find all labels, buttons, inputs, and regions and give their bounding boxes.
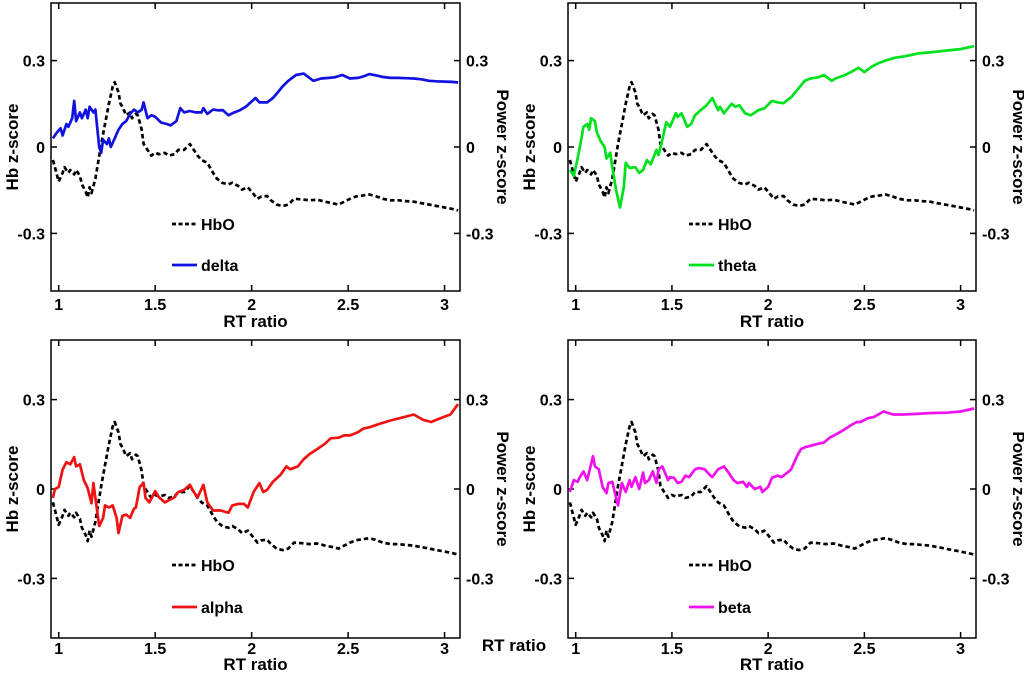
y-tick-label-right: 0.3: [982, 393, 1004, 410]
legend-label-hbo: HbO: [718, 558, 752, 575]
y-tick-label-left: 0.3: [540, 393, 562, 410]
x-tick-label: 1: [571, 297, 580, 314]
x-tick-label: 1.5: [144, 641, 166, 658]
x-tick-label: 1: [571, 641, 580, 658]
y-tick-label-right: -0.3: [982, 571, 1010, 588]
y-tick-label-right: 0.3: [982, 54, 1004, 71]
y-axis-label-right: Power z-score: [1009, 431, 1024, 546]
x-tick-label: 3: [956, 297, 965, 314]
stray-xlabel-rt-ratio: RT ratio: [481, 636, 547, 655]
x-tick-label: 3: [440, 641, 449, 658]
x-tick-label: 1.5: [661, 297, 683, 314]
y-tick-label-right: 0.3: [466, 393, 488, 410]
x-axis-label: RT ratio: [740, 312, 804, 331]
subplot-beta: 1 1.5 2 2.5 3 0.3 0.3 0 0 -0.3 -0.3 RT ratio Hb z-sc…: [520, 339, 1024, 674]
y-tick-label-left: 0: [553, 140, 562, 157]
y-axis-label-left: Hb z-score: [520, 104, 539, 191]
series-line-theta: [568, 44, 975, 209]
legend-label-alpha: alpha: [201, 600, 243, 617]
x-axis-label: RT ratio: [740, 655, 804, 674]
subplot-delta: 1 1.5 2 2.5 3 0.3 0.3 0 0 -0.3 -0.3 RT ratio Hb z-sc…: [3, 2, 512, 331]
legend-label-delta: delta: [201, 258, 238, 275]
series-line-delta: [51, 72, 459, 155]
y-axis-label-left: Hb z-score: [3, 446, 22, 533]
x-tick-label: 2: [247, 641, 256, 658]
x-tick-label: 1.5: [144, 297, 166, 314]
x-axis-label: RT ratio: [223, 655, 287, 674]
series-line-hbo: [568, 80, 975, 212]
legend-label-theta: theta: [718, 258, 756, 275]
y-tick-label-left: -0.3: [534, 571, 562, 588]
y-tick-label-left: 0: [36, 140, 45, 157]
x-tick-label: 1: [54, 641, 63, 658]
y-tick-label-left: 0.3: [540, 54, 562, 71]
plot-frame: [567, 2, 977, 292]
x-axis-label: RT ratio: [223, 312, 287, 331]
subplot-alpha: 1 1.5 2 2.5 3 0.3 0.3 0 0 -0.3 -0.3 RT ratio Hb z-sc…: [3, 339, 512, 674]
y-tick-label-left: 0.3: [23, 54, 45, 71]
x-tick-label: 2: [247, 297, 256, 314]
series-line-hbo: [51, 80, 459, 212]
x-tick-label: 3: [440, 297, 449, 314]
y-tick-label-right: 0: [466, 140, 475, 157]
x-tick-label: 2: [764, 641, 773, 658]
x-tick-label: 2.5: [853, 297, 875, 314]
y-tick-label-right: -0.3: [982, 226, 1010, 243]
x-tick-label: 2.5: [337, 297, 359, 314]
y-tick-label-left: -0.3: [17, 226, 45, 243]
y-axis-label-left: Hb z-score: [520, 446, 539, 533]
series-line-alpha: [51, 403, 460, 535]
y-tick-label-left: 0: [36, 482, 45, 499]
y-tick-label-left: 0.3: [23, 393, 45, 410]
legend-label-hbo: HbO: [201, 217, 235, 234]
y-tick-label-left: 0: [553, 482, 562, 499]
y-tick-label-right: 0: [982, 140, 991, 157]
y-axis-label-right: Power z-score: [493, 89, 512, 204]
plot-frame: [567, 339, 977, 639]
y-tick-label-right: -0.3: [466, 226, 494, 243]
x-tick-label: 2.5: [853, 641, 875, 658]
y-tick-label-right: -0.3: [466, 571, 494, 588]
series-line-beta: [568, 407, 975, 507]
legend-label-hbo: HbO: [201, 558, 235, 575]
x-tick-label: 3: [956, 641, 965, 658]
legend-label-hbo: HbO: [718, 217, 752, 234]
y-axis-label-right: Power z-score: [1009, 89, 1024, 204]
subplot-theta: 1 1.5 2 2.5 3 0.3 0.3 0 0 -0.3 -0.3 RT ratio Hb z-sc…: [520, 2, 1024, 331]
y-tick-label-right: 0: [982, 482, 991, 499]
y-tick-label-right: 0: [466, 482, 475, 499]
plot-frame: [50, 2, 461, 292]
y-axis-label-right: Power z-score: [493, 431, 512, 546]
x-tick-label: 1: [54, 297, 63, 314]
legend-label-beta: beta: [718, 600, 751, 617]
x-tick-label: 2: [764, 297, 773, 314]
y-tick-label-left: -0.3: [17, 571, 45, 588]
y-tick-label-right: 0.3: [466, 54, 488, 71]
series-line-hbo: [568, 420, 975, 556]
y-axis-label-left: Hb z-score: [3, 104, 22, 191]
y-tick-label-left: -0.3: [534, 226, 562, 243]
x-tick-label: 2.5: [337, 641, 359, 658]
x-tick-label: 1.5: [661, 641, 683, 658]
